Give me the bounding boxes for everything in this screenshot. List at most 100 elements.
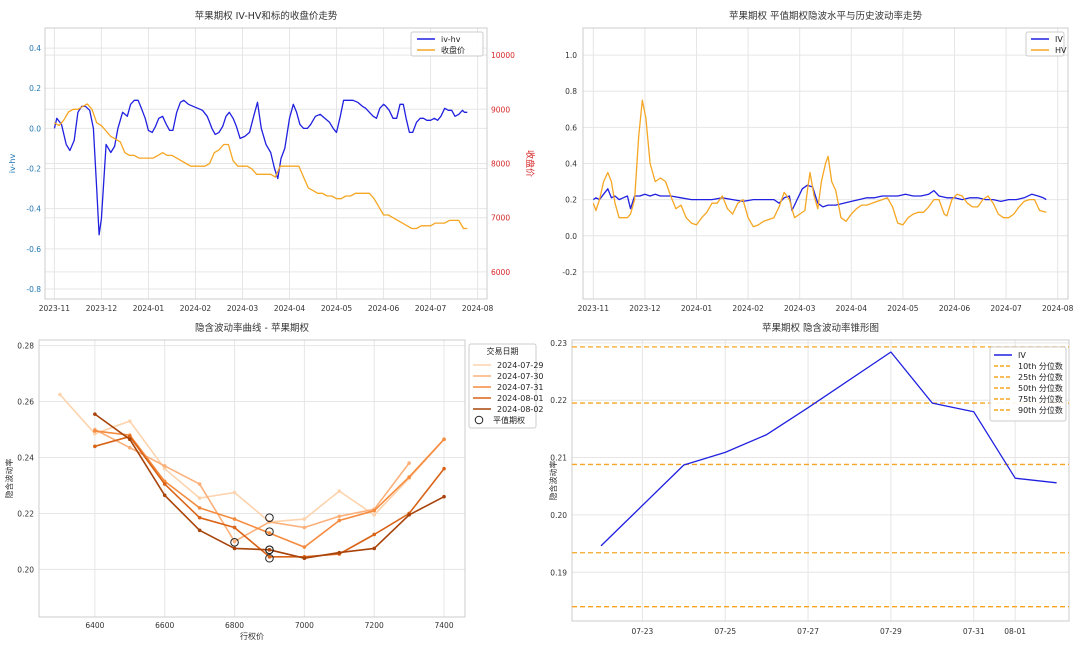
p2-legend-entry-label: HV [1055,46,1067,55]
smile-point [337,489,342,493]
x-tick-label: 2024-07 [415,304,447,313]
atm-marker [265,513,274,522]
smile-point [93,429,97,433]
smile-point [232,539,237,544]
x-tick-label: 08-01 [1004,627,1026,636]
smile-point [127,434,132,439]
x-axis-label: 行权价 [240,631,264,641]
p3-legend-title: 交易日期 [487,346,519,356]
p2-legend-entry-label: IV [1055,35,1063,44]
x-tick-label: 2024-03 [227,304,259,313]
p2-title: 苹果期权 平值期权隐波水平与历史波动率走势 [729,10,923,22]
p4-legend-entry-label: 90th 分位数 [1018,405,1063,415]
p1-legend-entry-label: 收盘价 [441,45,465,55]
smile-point [372,508,377,513]
x-tick-label: 2024-01 [681,304,713,313]
chart-iv-hv-price: 苹果期权 IV-HV和标的收盘价走势 2023-11 2023-12 2024-01 2… [8,10,536,313]
y-axis-label: 隐含波动率 [4,459,14,499]
x-tick-label: 2024-05 [887,304,919,313]
x-tick-label: 2023-12 [86,304,118,313]
p1-frame [44,27,488,300]
p4-legend-entry-label: 10th 分位数 [1018,361,1063,371]
x-tick-label: 6800 [225,621,244,630]
x-tick-label: 2024-04 [274,304,306,313]
smile-point [197,496,202,500]
chart-atm-iv-hv: 苹果期权 平值期权隐波水平与历史波动率走势 2023-11 2023-12 2024-… [562,10,1073,313]
smile-point [372,513,377,517]
smile-point [302,556,307,561]
p3-legend-atm-swatch [474,415,484,425]
atm-marker [265,553,274,563]
y-tick-label: 0.20 [17,565,34,574]
smile-point [337,518,342,523]
x-tick-label: 7000 [295,621,314,630]
y-tick-label: 0.19 [550,568,567,577]
p4-legend-entry-label: 75th 分位数 [1018,394,1063,404]
x-tick-label: 2024-04 [836,304,868,313]
smile-point [197,528,202,533]
y-tick-label: 1.0 [565,51,577,60]
smile-point [232,546,237,551]
y-tick-label: -0.6 [26,245,41,254]
smile-point [58,392,62,397]
y-tick-label: 0.6 [565,123,577,132]
atm-marker [265,545,274,555]
chart-iv-cone: 苹果期权 隐含波动率锥形图 07-23 07-25 07-27 07-29 07-31 08… [548,322,1070,636]
chart-iv-smile: 隐含波动率曲线 - 苹果期权 6400 6600 6800 7000 7200 7400 0.… [4,322,544,641]
y2-axis-label: 收盘价 [524,150,536,177]
p3-legend-entry-label: 2024-07-31 [497,383,544,392]
smile-point [442,437,446,442]
smile-point [267,555,272,559]
p4-legend-entry-label: 25th 分位数 [1018,372,1063,382]
atm-marker [265,527,274,536]
smile-point [442,494,446,499]
y-tick-label: 0.26 [17,398,34,407]
x-tick-label: 7400 [435,621,454,630]
smile-line-2024-07-30 [94,428,410,543]
p3-legend-entry-label: 2024-07-30 [497,372,544,381]
smile-point [197,506,202,510]
x-tick-label: 2024-08 [462,304,494,313]
smile-point [407,475,411,479]
x-tick-label: 2023-11 [578,304,610,313]
smile-point [372,532,377,537]
smile-point [267,531,272,535]
smile-point [267,548,272,552]
y2-tick-label: 7000 [491,214,510,223]
p1-title: 苹果期权 IV-HV和标的收盘价走势 [195,10,338,22]
x-tick-label: 07-25 [714,627,736,636]
p4-legend-entry-label: 50th 分位数 [1018,383,1063,393]
y-tick-label: 0.28 [17,342,34,351]
y2-tick-label: 8000 [491,160,510,169]
x-tick-label: 2024-02 [180,304,212,313]
y-tick-label: -0.8 [26,285,41,294]
y-axis-label: 隐含波动率 [548,461,558,501]
y-tick-label: 0.22 [550,396,567,405]
p4-frame [571,339,1070,622]
p3-frame [38,339,466,618]
p3-legend-entry-label: 2024-07-29 [497,361,544,370]
p3-legend-entry-label: 2024-08-01 [497,394,544,403]
p3-title: 隐含波动率曲线 - 苹果期权 [195,322,309,334]
x-tick-label: 07-27 [797,627,819,636]
series-line-hv [592,99,1047,228]
x-tick-label: 2024-02 [732,304,764,313]
y-tick-label: -0.4 [26,205,41,214]
smile-point [232,517,237,521]
x-tick-label: 2023-11 [39,304,71,313]
smile-point [302,517,307,521]
x-tick-label: 07-23 [632,627,654,636]
smile-point [127,419,132,423]
series-line-close-price [54,103,468,230]
series-line-iv-hv [53,99,468,236]
x-tick-label: 2024-08 [1042,304,1074,313]
y2-tick-label: 6000 [491,268,510,277]
series-line-iv [592,184,1047,212]
smile-point [162,466,167,471]
x-tick-label: 2024-05 [321,304,353,313]
smile-point [442,466,446,471]
y-tick-label: -0.2 [26,165,41,174]
y-tick-label: 0.2 [29,84,41,93]
smile-point [337,550,342,555]
